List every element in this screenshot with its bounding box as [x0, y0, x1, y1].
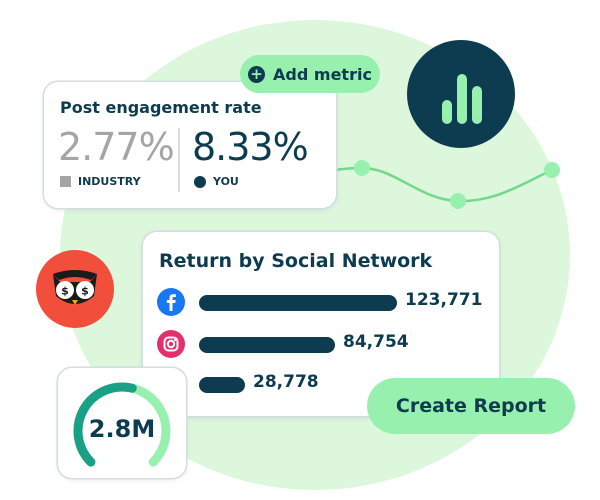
bar-chart-icon: [407, 40, 515, 148]
industry-legend: INDUSTRY: [60, 175, 141, 188]
industry-swatch-icon: [60, 176, 71, 187]
plus-icon: +: [248, 65, 266, 83]
engagement-title: Post engagement rate: [60, 98, 262, 117]
industry-value: 2.77%: [58, 125, 175, 169]
return-value-facebook: 123,771: [405, 290, 483, 310]
return-value-other: 28,778: [253, 372, 319, 392]
add-metric-button[interactable]: + Add metric: [240, 55, 380, 93]
return-bar-facebook: [199, 295, 397, 311]
you-legend: YOU: [194, 175, 239, 188]
network-row-other: 28,778: [157, 368, 487, 398]
industry-label: INDUSTRY: [78, 175, 141, 188]
engagement-card: Post engagement rate 2.77% 8.33% INDUSTR…: [44, 82, 336, 208]
return-by-network-card: Return by Social Network 123,771 84,754 …: [143, 232, 499, 416]
gauge-fill: [73, 382, 137, 467]
you-value: 8.33%: [192, 125, 309, 169]
gauge-card: 2.8M: [58, 368, 186, 478]
you-swatch-icon: [194, 175, 206, 188]
return-bar-other: [199, 377, 245, 393]
svg-text:$: $: [81, 285, 89, 298]
gauge-value: 2.8M: [88, 415, 156, 443]
add-metric-label: Add metric: [273, 64, 372, 84]
return-title: Return by Social Network: [159, 250, 433, 272]
network-row-facebook: 123,771: [157, 286, 487, 316]
create-report-label: Create Report: [395, 395, 547, 417]
create-report-button[interactable]: Create Report: [367, 378, 575, 434]
facebook-icon: [157, 288, 185, 316]
svg-text:$: $: [61, 285, 69, 298]
return-value-instagram: 84,754: [343, 332, 409, 352]
engagement-divider: [178, 128, 180, 192]
network-row-instagram: 84,754: [157, 328, 487, 358]
owl-logo-icon: $ $: [36, 250, 114, 328]
instagram-icon: [157, 330, 185, 358]
return-bar-instagram: [199, 337, 335, 353]
you-label: YOU: [213, 175, 239, 188]
